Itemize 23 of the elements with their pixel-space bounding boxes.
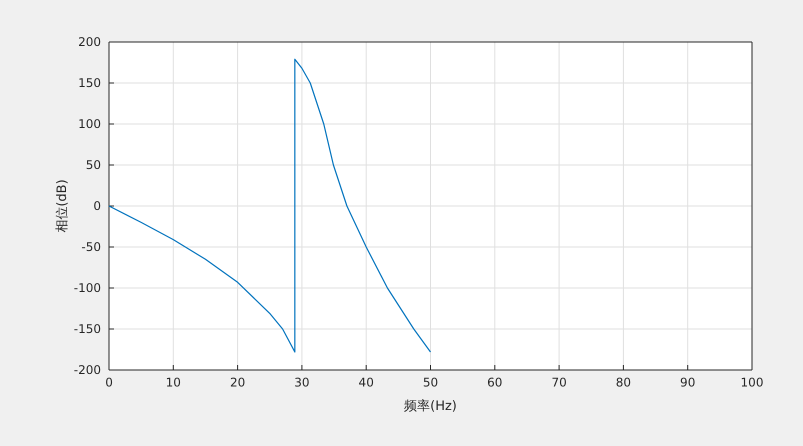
- y-tick-label: 50: [86, 158, 101, 172]
- x-tick-label: 100: [740, 376, 764, 390]
- x-axis-title: 频率(Hz): [404, 398, 457, 414]
- x-tick-label: 30: [294, 376, 310, 390]
- x-tick-label: 90: [680, 376, 696, 390]
- x-tick-label: 20: [230, 376, 246, 390]
- x-tick-label: 40: [358, 376, 374, 390]
- y-tick-label: 200: [78, 34, 101, 49]
- x-tick-label: 60: [487, 376, 502, 390]
- line-series: [108, 58, 432, 353]
- y-axis-title: 相位(dB): [55, 179, 70, 233]
- y-tick-label: -150: [74, 322, 101, 336]
- x-tick-label: 0: [105, 376, 113, 390]
- x-tick-label: 70: [551, 376, 567, 390]
- y-tick-label: 0: [93, 198, 101, 213]
- y-tick-label: 150: [78, 76, 101, 90]
- y-tick-label: 100: [78, 116, 101, 131]
- y-tick-label: -100: [74, 280, 101, 295]
- x-tick-label: 80: [616, 376, 632, 390]
- x-tick-label: 50: [422, 376, 438, 390]
- y-tick-label: -200: [74, 362, 101, 377]
- x-tick-label: 10: [166, 376, 181, 390]
- y-tick-label: -50: [81, 240, 101, 254]
